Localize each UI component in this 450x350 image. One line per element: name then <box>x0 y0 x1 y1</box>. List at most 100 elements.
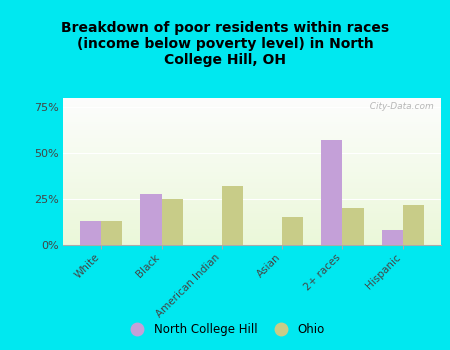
Bar <box>63 213 441 214</box>
Bar <box>63 125 441 126</box>
Bar <box>63 155 441 157</box>
Bar <box>63 139 441 141</box>
Bar <box>63 136 441 138</box>
Bar <box>63 127 441 129</box>
Bar <box>80 221 101 245</box>
Bar <box>63 223 441 224</box>
Bar <box>63 99 441 101</box>
Bar <box>63 157 441 158</box>
Bar <box>63 101 441 103</box>
Bar <box>63 111 441 113</box>
Bar <box>63 152 441 154</box>
Bar <box>282 217 303 245</box>
Bar <box>63 229 441 230</box>
Bar <box>63 167 441 169</box>
Bar <box>63 164 441 166</box>
Bar <box>63 126 441 127</box>
Bar <box>63 186 441 188</box>
Bar <box>63 210 441 211</box>
Bar <box>63 151 441 152</box>
Bar <box>63 135 441 136</box>
Bar <box>63 176 441 177</box>
Bar <box>63 236 441 238</box>
Bar <box>63 201 441 202</box>
Bar <box>63 133 441 135</box>
Bar <box>63 226 441 228</box>
Bar <box>63 183 441 185</box>
Bar <box>63 196 441 198</box>
Bar <box>63 192 441 194</box>
Bar <box>63 161 441 163</box>
Bar <box>63 199 441 201</box>
Bar <box>63 194 441 195</box>
Bar <box>63 174 441 176</box>
Bar <box>63 138 441 139</box>
Bar <box>63 217 441 218</box>
Bar <box>63 142 441 144</box>
Bar <box>63 166 441 167</box>
Bar <box>63 169 441 170</box>
Bar <box>63 240 441 242</box>
Bar <box>63 141 441 142</box>
Bar <box>222 186 243 245</box>
Bar <box>63 173 441 174</box>
Bar <box>63 145 441 147</box>
Bar <box>63 132 441 133</box>
Text: City-Data.com: City-Data.com <box>364 103 433 111</box>
Bar <box>63 119 441 120</box>
Bar <box>63 207 441 208</box>
Bar <box>63 180 441 182</box>
Bar <box>63 202 441 204</box>
Bar <box>63 238 441 239</box>
Bar <box>63 220 441 222</box>
Bar <box>63 172 441 173</box>
Bar <box>162 199 183 245</box>
Bar <box>63 214 441 216</box>
Bar <box>63 170 441 172</box>
Bar <box>63 149 441 151</box>
Bar <box>63 120 441 121</box>
Bar <box>63 198 441 200</box>
Bar <box>63 233 441 235</box>
Bar <box>63 239 441 240</box>
Bar <box>63 191 441 192</box>
Bar <box>63 189 441 191</box>
Bar <box>63 244 441 245</box>
Bar <box>63 121 441 123</box>
Bar <box>63 104 441 105</box>
Bar <box>63 163 441 164</box>
Bar <box>382 230 403 245</box>
Legend: North College Hill, Ohio: North College Hill, Ohio <box>121 318 329 341</box>
Bar <box>63 208 441 210</box>
Bar <box>63 224 441 226</box>
Bar <box>63 110 441 111</box>
Bar <box>63 185 441 186</box>
Bar <box>63 235 441 236</box>
Bar <box>63 232 441 233</box>
Bar <box>63 117 441 119</box>
Bar <box>63 195 441 196</box>
Bar <box>321 140 342 245</box>
Bar <box>63 113 441 114</box>
Bar <box>101 221 122 245</box>
Bar <box>63 204 441 205</box>
Bar <box>63 160 441 161</box>
Bar <box>63 218 441 220</box>
Bar <box>63 154 441 155</box>
Bar <box>63 129 441 130</box>
Bar <box>63 188 441 189</box>
Bar <box>63 123 441 125</box>
Bar <box>63 98 441 99</box>
Bar <box>63 144 441 145</box>
Text: Breakdown of poor residents within races
(income below poverty level) in North
C: Breakdown of poor residents within races… <box>61 21 389 68</box>
Bar <box>140 194 162 245</box>
Bar <box>63 105 441 107</box>
Bar <box>63 158 441 160</box>
Bar <box>63 228 441 229</box>
Bar <box>63 103 441 104</box>
Bar <box>63 222 441 223</box>
Bar <box>63 114 441 116</box>
Bar <box>63 177 441 179</box>
Bar <box>63 179 441 180</box>
Bar <box>63 242 441 244</box>
